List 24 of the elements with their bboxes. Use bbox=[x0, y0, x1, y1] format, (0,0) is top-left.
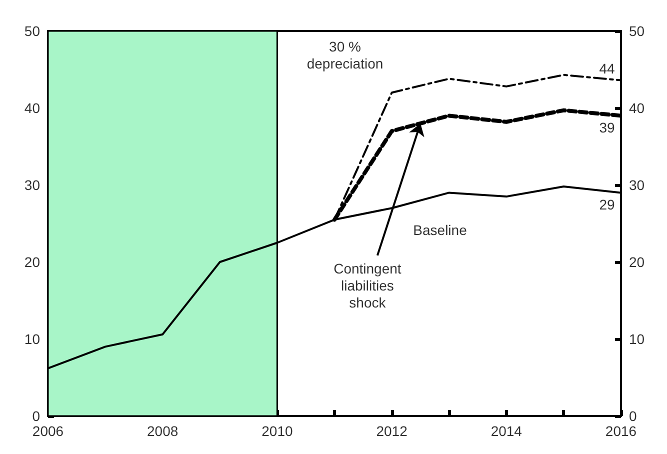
y-tick-label: 40 bbox=[24, 100, 40, 116]
y2-tick-label: 40 bbox=[629, 100, 645, 116]
y2-tick-label: 10 bbox=[629, 331, 645, 347]
annotation: 30 % depreciation bbox=[306, 38, 384, 72]
y-tick-label: 30 bbox=[24, 177, 40, 193]
data-label: 44 bbox=[599, 60, 615, 76]
x-tick-label: 2008 bbox=[147, 423, 178, 439]
y2-tick-label: 30 bbox=[629, 177, 645, 193]
y2-tick-label: 20 bbox=[629, 254, 645, 270]
annotation: Baseline bbox=[413, 222, 468, 238]
y-tick-label: 10 bbox=[24, 331, 40, 347]
y-tick-label: 50 bbox=[24, 23, 40, 39]
x-tick-label: 2016 bbox=[605, 423, 637, 439]
y2-tick-label: 0 bbox=[629, 408, 637, 424]
y-tick-label: 0 bbox=[32, 408, 40, 424]
data-label: 39 bbox=[599, 120, 615, 136]
x-tick-label: 2006 bbox=[32, 423, 64, 439]
data-label: 29 bbox=[599, 196, 615, 213]
x-tick-label: 2010 bbox=[262, 423, 293, 439]
y2-tick-label: 50 bbox=[629, 23, 645, 39]
x-tick-label: 2014 bbox=[490, 423, 522, 439]
x-tick-label: 2012 bbox=[376, 423, 408, 439]
y-tick-label: 20 bbox=[24, 254, 40, 270]
annotation: Contingent liabilities shock bbox=[334, 260, 402, 310]
